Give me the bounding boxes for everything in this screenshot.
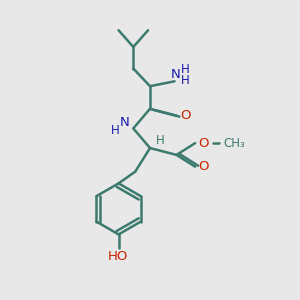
Text: HO: HO xyxy=(107,250,128,262)
Text: CH₃: CH₃ xyxy=(224,136,245,150)
Text: H: H xyxy=(155,134,164,147)
Text: O: O xyxy=(199,136,209,150)
Text: H: H xyxy=(111,124,120,137)
Text: O: O xyxy=(180,109,190,122)
Text: H: H xyxy=(181,63,190,76)
Text: N: N xyxy=(120,116,129,129)
Text: O: O xyxy=(199,160,209,173)
Text: N: N xyxy=(171,68,180,81)
Text: H: H xyxy=(181,74,190,87)
